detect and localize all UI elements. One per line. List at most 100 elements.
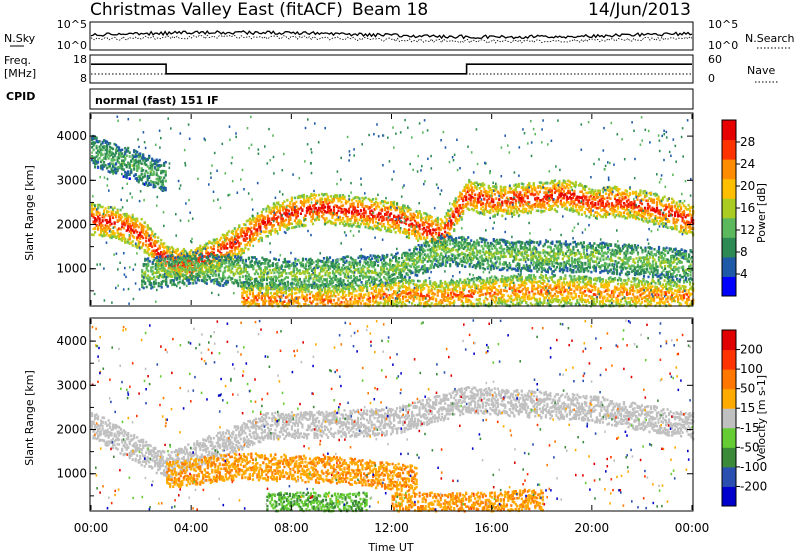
power-cell: [197, 246, 200, 250]
power-cell: [134, 219, 137, 223]
power-cell: [169, 251, 172, 254]
noise-tick-right-top: 10^5: [708, 18, 738, 31]
power-cell: [406, 217, 409, 221]
power-cell: [116, 211, 119, 214]
power-cell: [357, 256, 360, 260]
power-cell: [424, 216, 427, 219]
power-cell: [328, 209, 331, 213]
power-cell: [320, 201, 324, 204]
power-cell: [262, 258, 265, 261]
power-cell: [180, 262, 183, 266]
power-cell: [297, 281, 300, 285]
power-cell: [297, 259, 300, 262]
power-cell: [502, 208, 505, 212]
power-cell: [98, 223, 101, 227]
power-cell: [516, 205, 519, 209]
power-cell: [334, 278, 338, 282]
power-cell: [689, 212, 692, 216]
power-cell: [287, 209, 290, 213]
power-cell: [236, 252, 239, 256]
power-cell: [522, 211, 525, 214]
power-cell: [680, 207, 683, 211]
power-cell: [325, 256, 329, 259]
power-cell: [285, 272, 288, 275]
power-cell: [501, 214, 504, 218]
power-cell: [609, 212, 612, 215]
power-cell: [206, 251, 209, 255]
power-cell: [271, 206, 274, 210]
power-cell: [423, 223, 426, 227]
power-cell: [274, 275, 277, 278]
power-cell: [450, 223, 453, 226]
power-cell: [213, 281, 216, 285]
power-cell: [651, 213, 654, 216]
power-cell: [354, 258, 357, 262]
power-cell: [187, 282, 190, 285]
power-cell: [106, 232, 109, 235]
power-cell: [188, 270, 191, 274]
power-cell: [562, 196, 565, 200]
power-cell: [332, 205, 336, 209]
power-cell: [92, 227, 95, 231]
power-cell: [184, 277, 187, 281]
power-cell: [484, 189, 487, 193]
power-cell: [248, 221, 251, 224]
power-cell: [457, 195, 460, 199]
power-cell: [335, 211, 339, 215]
power-cell: [212, 240, 215, 243]
power-cell: [588, 187, 591, 191]
power-cell: [373, 215, 376, 218]
power-cell: [124, 222, 127, 226]
power-cell: [457, 214, 460, 217]
power-cell: [639, 213, 642, 217]
power-cell: [328, 205, 331, 209]
power-cell: [477, 200, 480, 203]
power-cell: [609, 197, 612, 200]
power-cell: [290, 199, 293, 202]
power-cell: [292, 270, 295, 274]
power-cell: [603, 213, 606, 217]
power-cell: [136, 246, 139, 249]
power-cell: [523, 192, 526, 195]
power-cell: [316, 199, 319, 203]
power-cell: [556, 198, 559, 202]
power-cell: [140, 235, 143, 238]
power-cell: [118, 232, 121, 236]
power-cell: [160, 282, 163, 286]
power-cell: [615, 210, 618, 213]
power-cell: [113, 232, 116, 235]
power-cell: [513, 210, 516, 213]
power-cell: [270, 271, 273, 275]
power-cell: [474, 206, 477, 210]
power-cell: [195, 281, 198, 285]
power-cell: [259, 225, 262, 228]
power-cell: [162, 269, 165, 272]
power-cell: [348, 267, 351, 271]
power-cell: [465, 203, 468, 206]
power-cell: [205, 242, 208, 246]
power-cell: [195, 251, 198, 255]
power-cell: [433, 219, 436, 222]
power-cell: [283, 283, 286, 287]
power-cell: [208, 254, 211, 258]
power-cell: [379, 222, 382, 226]
date-label: 14/Jun/2013: [588, 0, 691, 20]
power-cell: [151, 255, 154, 258]
power-cell: [145, 250, 148, 254]
power-cell: [403, 213, 406, 216]
power-cell: [451, 203, 454, 206]
power-cell: [531, 204, 534, 207]
power-cell: [199, 263, 202, 266]
power-cell: [233, 227, 236, 230]
power-cell: [142, 243, 145, 247]
power-cell: [357, 271, 360, 274]
power-cell: [549, 187, 552, 190]
power-cell: [444, 235, 447, 239]
power-cell: [372, 218, 375, 221]
power-cell: [154, 267, 157, 270]
power-cell: [326, 208, 330, 211]
power-cell: [257, 222, 260, 226]
power-cell: [171, 254, 174, 257]
power-cell: [367, 197, 370, 201]
power-cell: [636, 195, 639, 198]
